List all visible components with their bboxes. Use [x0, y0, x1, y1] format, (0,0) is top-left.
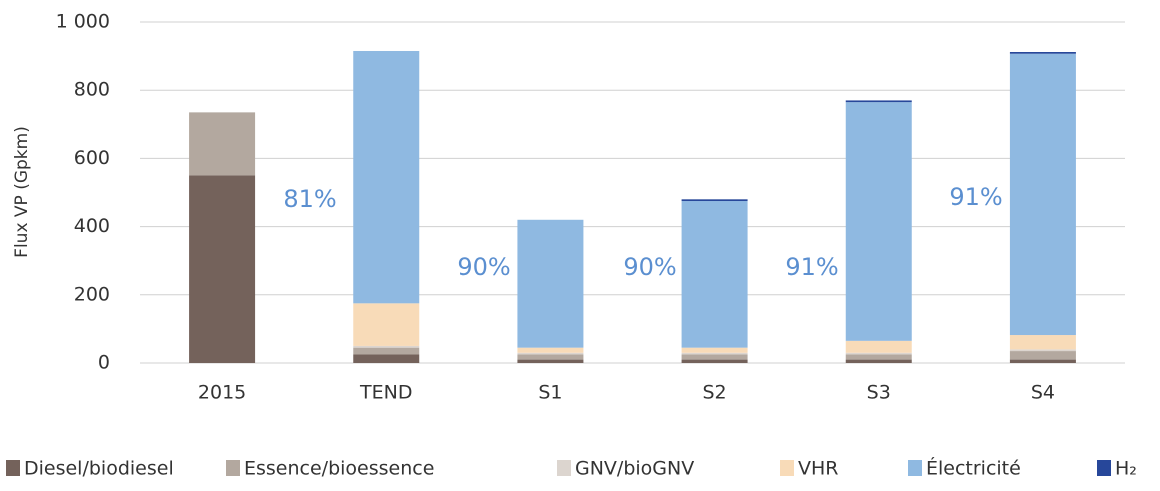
y-tick-label: 800	[74, 79, 110, 101]
bar-segment	[517, 352, 584, 355]
bar-segment	[353, 345, 420, 348]
y-tick-label: 400	[74, 215, 110, 237]
x-tick-label: S1	[538, 382, 562, 404]
bar-segment	[681, 201, 748, 348]
legend-label: H₂	[1115, 458, 1137, 480]
bar-segment	[845, 340, 912, 353]
y-tick-label: 1 000	[56, 11, 110, 33]
y-tick-label: 200	[74, 283, 110, 305]
legend-label: Diesel/biodiesel	[24, 458, 174, 480]
bar-segment	[845, 102, 912, 341]
bar-segment	[845, 100, 912, 103]
bar-segment	[845, 354, 912, 360]
bar-segment	[189, 175, 256, 363]
bar-segment	[517, 359, 584, 363]
bar-segment	[681, 354, 748, 360]
annotation: 91%	[949, 183, 1002, 211]
legend-swatch	[6, 460, 20, 476]
annotation: 91%	[785, 253, 838, 281]
legend-swatch	[780, 460, 794, 476]
legend-swatch	[226, 460, 240, 476]
legend-label: GNV/bioGNV	[575, 458, 694, 480]
bar-segment	[353, 347, 420, 355]
legend-label: Électricité	[926, 457, 1021, 480]
bar-segment	[1009, 351, 1076, 360]
bar-segment	[517, 347, 584, 353]
bar-segment	[353, 303, 420, 346]
y-axis-label: Flux VP (Gpkm)	[12, 126, 32, 258]
annotation: 90%	[623, 253, 676, 281]
x-tick-label: S4	[1031, 382, 1055, 404]
bar-segment	[681, 347, 748, 353]
legend-label: Essence/bioessence	[244, 458, 434, 480]
x-tick-label: 2015	[198, 382, 246, 404]
bar-segment	[517, 219, 584, 348]
bar-segment	[681, 199, 748, 202]
bar-segment	[845, 359, 912, 363]
bar-segment	[1009, 349, 1076, 352]
annotation: 90%	[457, 253, 510, 281]
legend-swatch	[908, 460, 922, 476]
legend-label: VHR	[798, 458, 839, 480]
bar-segment	[1009, 52, 1076, 54]
bar-segment	[189, 112, 256, 176]
x-tick-label: TEND	[359, 382, 412, 404]
bar-segment	[681, 352, 748, 355]
bar-segment	[681, 359, 748, 363]
x-tick-label: S3	[867, 382, 891, 404]
bar-segment	[517, 354, 584, 360]
bar-segment	[353, 354, 420, 363]
x-tick-label: S2	[703, 382, 727, 404]
bar-segment	[845, 352, 912, 355]
bar-segment	[1009, 335, 1076, 350]
legend-swatch	[557, 460, 571, 476]
legend-swatch	[1097, 460, 1111, 476]
y-tick-label: 600	[74, 147, 110, 169]
bar-segment	[1009, 359, 1076, 363]
y-tick-label: 0	[98, 352, 110, 374]
annotation: 81%	[283, 185, 336, 213]
bar-segment	[353, 50, 420, 304]
bar-segment	[1009, 53, 1076, 336]
